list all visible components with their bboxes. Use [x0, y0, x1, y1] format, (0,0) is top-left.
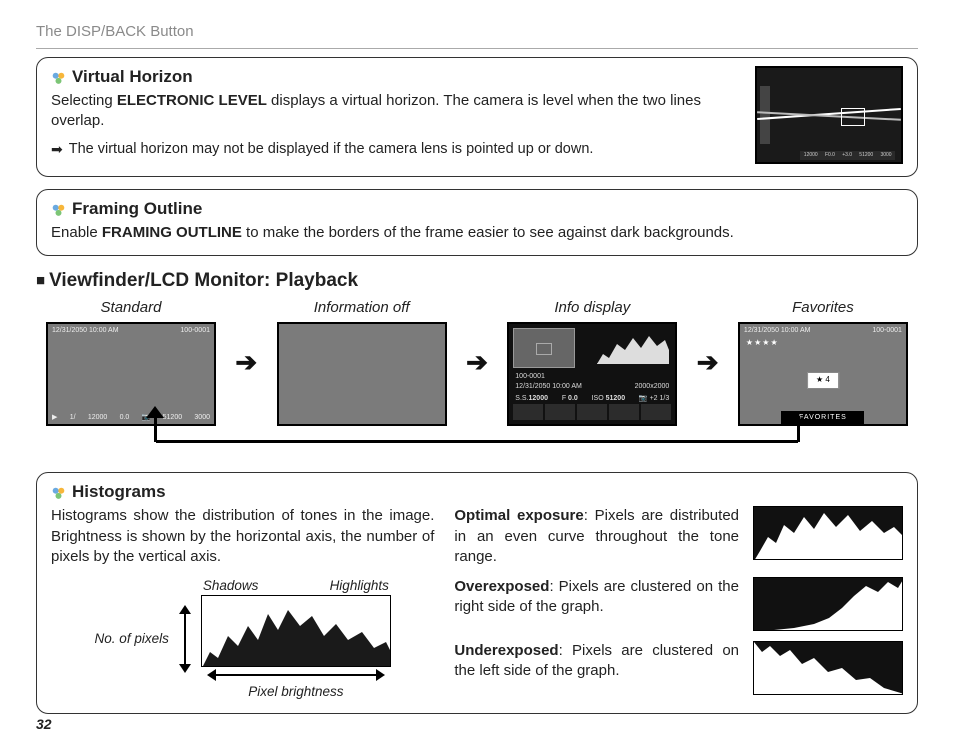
mode-label-standard: Standard [101, 298, 162, 318]
virtual-horizon-panel: Virtual Horizon Selecting ELECTRONIC LEV… [36, 57, 918, 177]
virtual-horizon-preview: 12000 F0.0 +3.0 51200 3000 [755, 66, 903, 164]
main-histogram [201, 595, 391, 667]
mode-label-favorites: Favorites [792, 298, 854, 318]
histogram-diagram: No. of pixels Shadows Highlights Pix [51, 577, 434, 701]
framing-outline-text: Enable FRAMING OUTLINE to make the borde… [51, 223, 903, 243]
favorites-badge: ★ 4 [807, 372, 839, 389]
x-axis-arrow-icon [201, 669, 391, 681]
panel-title-text: Virtual Horizon [72, 66, 193, 89]
framing-outline-panel: Framing Outline Enable FRAMING OUTLINE t… [36, 189, 918, 256]
x-axis-label: Pixel brightness [201, 683, 391, 701]
panel-title-text: Histograms [72, 481, 166, 504]
clover-icon [51, 485, 66, 500]
underexposed-histogram [753, 641, 903, 695]
overexposed-row: Overexposed: Pixels are clustered on the… [454, 577, 903, 631]
playback-heading: ■Viewfinder/LCD Monitor: Playback [36, 268, 918, 294]
optimal-exposure-row: Optimal exposure: Pixels are distributed… [454, 506, 903, 567]
note-bullet-icon: ➡ [51, 140, 63, 159]
histograms-intro: Histograms show the distribution of tone… [51, 506, 434, 567]
virtual-horizon-title: Virtual Horizon [51, 66, 741, 89]
clover-icon [51, 70, 66, 85]
arrow-icon: ➔ [233, 345, 259, 380]
optimal-histogram [753, 506, 903, 560]
y-axis-arrow-icon [179, 605, 191, 673]
page-number: 32 [36, 715, 52, 734]
screen-info-display: 100-0001 12/31/2050 10:00 AM2000x2000 S.… [507, 322, 677, 426]
virtual-horizon-text: Selecting ELECTRONIC LEVEL displays a vi… [51, 91, 741, 132]
overexposed-histogram [753, 577, 903, 631]
screen-standard: 12/31/2050 10:00 AM100-0001 ▶ 1/ 12000 0… [46, 322, 216, 426]
panel-title-text: Framing Outline [72, 198, 202, 221]
mode-label-info-display: Info display [554, 298, 630, 318]
highlights-label: Highlights [330, 577, 389, 595]
y-axis-label: No. of pixels [95, 630, 169, 648]
cycle-arrow [156, 428, 798, 462]
arrow-icon: ➔ [695, 345, 721, 380]
favorites-stars: ★★★★ [746, 338, 779, 349]
favorites-bar: FAVORITES [781, 411, 864, 424]
square-bullet-icon: ■ [36, 272, 45, 289]
histograms-title: Histograms [51, 481, 903, 504]
shadows-label: Shadows [203, 577, 259, 595]
virtual-horizon-note: ➡ The virtual horizon may not be display… [51, 140, 741, 160]
clover-icon [51, 202, 66, 217]
underexposed-row: Underexposed: Pixels are clustered on th… [454, 641, 903, 695]
arrow-icon: ➔ [464, 345, 490, 380]
framing-outline-title: Framing Outline [51, 198, 903, 221]
histograms-panel: Histograms Histograms show the distribut… [36, 472, 918, 714]
page-header: The DISP/BACK Button [36, 22, 918, 49]
screen-favorites: 12/31/2050 10:00 AM100-0001 ★★★★ ★ 4 FAV… [738, 322, 908, 426]
screen-info-off [277, 322, 447, 426]
playback-modes-row: Standard 12/31/2050 10:00 AM100-0001 ▶ 1… [46, 298, 908, 426]
mode-label-info-off: Information off [314, 298, 410, 318]
